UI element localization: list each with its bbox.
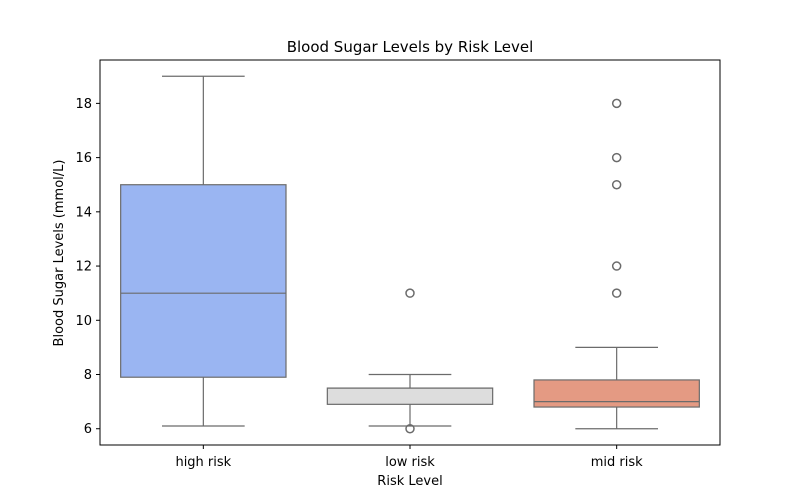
x-tick-label-high-risk: high risk: [175, 455, 231, 470]
y-tick-label: 16: [75, 151, 92, 166]
box-low-risk: [326, 387, 494, 405]
x-tick-label-low-risk: low risk: [385, 455, 435, 470]
chart-title: Blood Sugar Levels by Risk Level: [287, 38, 534, 56]
y-tick-label: 6: [84, 422, 92, 437]
plot-area: 6 8 10 12 14 16 18 high risk low risk mid risk: [75, 75, 700, 470]
y-tick-label: 18: [75, 97, 92, 112]
box-mid-risk: [533, 379, 700, 408]
outlier-point-mid-risk: [611, 288, 622, 298]
y-tick-label: 8: [84, 368, 92, 383]
outlier-point-low-risk: [405, 288, 415, 298]
x-axis-label: Risk Level: [377, 474, 442, 489]
y-tick-label: 12: [75, 260, 92, 275]
outlier-point-low-risk: [405, 423, 415, 434]
outlier-point-mid-risk: [611, 261, 622, 271]
x-tick-label-mid-risk: mid risk: [591, 455, 643, 470]
y-axis-label: Blood Sugar Levels (mmol/L): [52, 160, 67, 347]
box-high-risk: [120, 184, 287, 378]
outlier-point-mid-risk: [611, 152, 622, 163]
y-tick-label: 14: [75, 205, 92, 220]
y-tick-label: 10: [75, 314, 92, 329]
plot-frame: [99, 59, 721, 446]
outlier-point-mid-risk: [611, 179, 622, 190]
outlier-point-mid-risk: [611, 98, 622, 109]
